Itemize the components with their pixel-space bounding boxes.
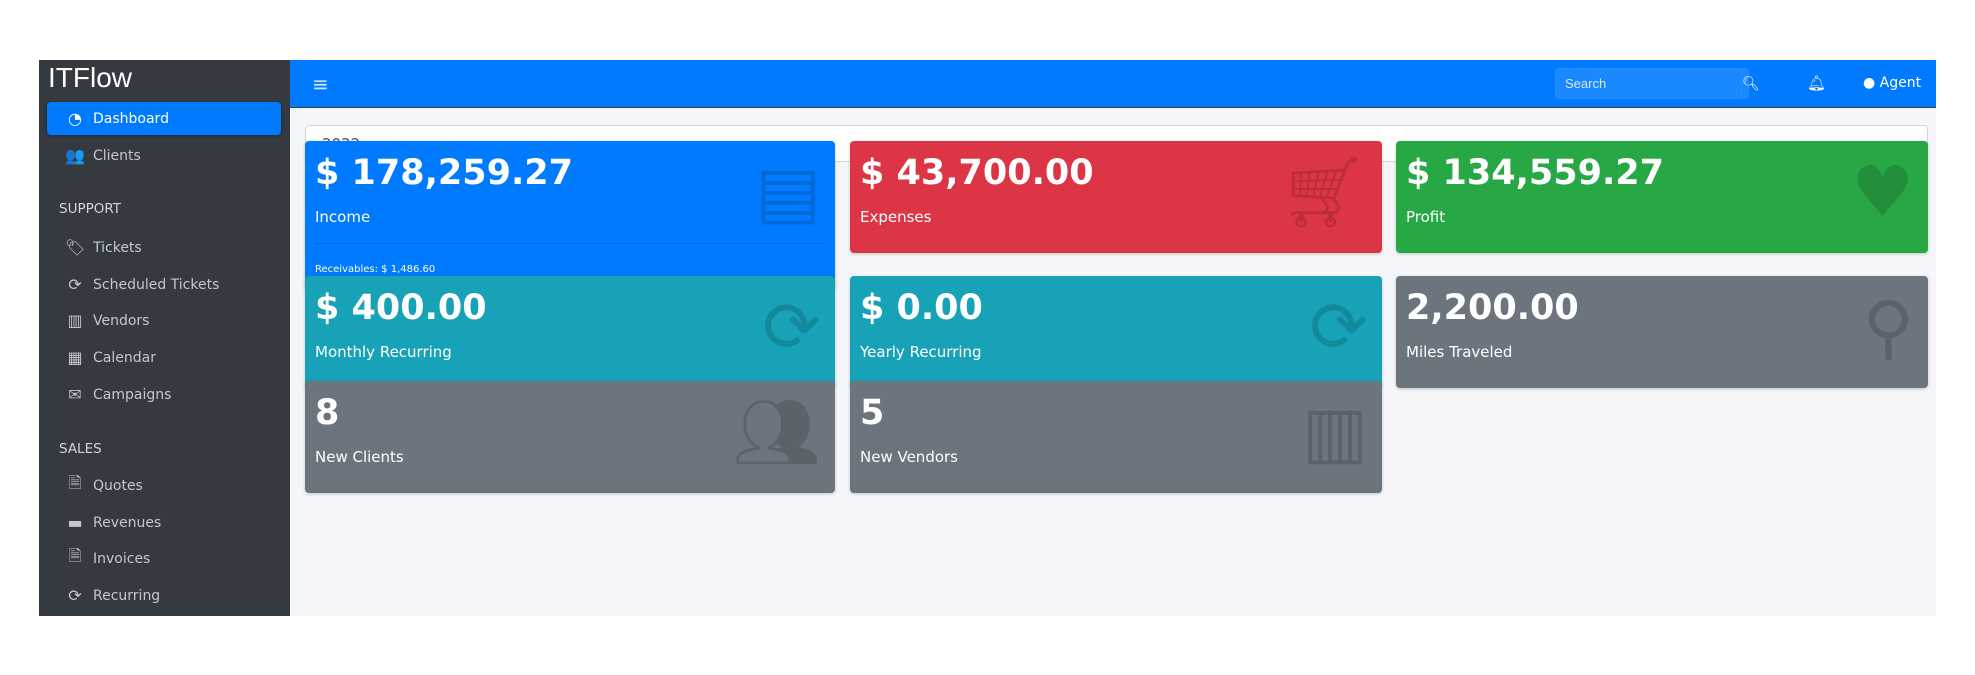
file-invoice-dollar-icon: 🗎 [68,546,82,565]
calendar-icon: ▦ [67,348,83,367]
stat-label: Monthly Recurring [315,343,452,361]
sidebar-item-label: Calendar [93,349,156,366]
stat-value: 5 [860,393,885,433]
sync-icon: ⟳ [1309,286,1368,368]
user-circle-icon: ● [1863,75,1876,91]
sync-icon: ⟳ [762,286,821,368]
credit-card-icon: ▬ [67,513,83,532]
stat-label: Yearly Recurring [860,343,982,361]
stat-card-yearly-recurring: $ 0.00 Yearly Recurring ⟳ [850,276,1382,388]
stat-value: $ 178,259.27 [315,153,573,193]
sync-icon: ⟳ [68,586,82,605]
menu-toggle-icon[interactable]: ≡ [312,72,329,96]
users-icon: 👥 [65,146,85,165]
receivables-text: Receivables: $ 1,486.60 [315,264,436,275]
stat-value: 8 [315,393,340,433]
sidebar-item-label: Clients [93,147,141,164]
nav-header-support: SUPPORT [59,201,122,217]
stat-card-miles-traveled: 2,200.00 Miles Traveled ⚲ [1396,276,1928,388]
sidebar-item-tickets[interactable]: 🏷 Tickets [47,231,281,264]
stat-label: New Vendors [860,448,958,466]
stat-card-profit: $ 134,559.27 Profit ♥ [1396,141,1928,253]
stat-card-new-vendors: 5 New Vendors ▥ [850,381,1382,493]
dashboard-icon: ◔ [68,109,82,128]
stat-label: Expenses [860,208,932,226]
bell-icon[interactable]: 🔔︎ [1807,74,1827,92]
stat-value: $ 0.00 [860,288,983,328]
building-icon: ▥ [67,311,83,330]
main-content: 2022⌄ $ 178,259.27 Income ▤Receivables: … [290,108,1936,616]
stat-card-expenses: $ 43,700.00 Expenses 🛒︎ [850,141,1382,253]
users-icon: 👥︎ [732,391,821,473]
stat-value: $ 43,700.00 [860,153,1094,193]
route-icon: ⚲ [1862,286,1914,368]
search-input[interactable] [1556,69,1741,98]
stat-card-new-clients: 8 New Clients 👥︎ [305,381,835,493]
heart-icon: ♥ [1851,151,1914,233]
stat-label: Income [315,208,371,226]
user-menu[interactable]: ● Agent [1863,75,1921,91]
search-icon: 🔍︎ [1742,75,1760,92]
divider [315,243,825,244]
sidebar-item-vendors[interactable]: ▥ Vendors [47,304,281,337]
user-name: Agent [1879,75,1922,91]
sidebar-item-scheduled-tickets[interactable]: ⟳ Scheduled Tickets [47,268,281,301]
stat-card-income: $ 178,259.27 Income ▤ Receivables: $ 1,48… [305,141,835,291]
sync-icon: ⟳ [68,275,82,294]
search-form: 🔍︎ [1555,68,1760,99]
sidebar-item-label: Invoices [93,550,151,567]
search-button[interactable]: 🔍︎ [1741,69,1760,98]
stat-label: New Clients [315,448,404,466]
file-icon: 🗎 [68,473,82,492]
sidebar: ITFlow ◔ Dashboard 👥 Clients SUPPORT 🏷 Tick… [39,60,290,616]
sidebar-item-clients[interactable]: 👥 Clients [47,139,281,172]
envelope-icon: ✉ [68,385,82,404]
stat-card-monthly-recurring: $ 400.00 Monthly Recurring ⟳ [305,276,835,388]
stat-label: Miles Traveled [1406,343,1513,361]
stat-label: Profit [1406,208,1446,226]
money-check-icon: ▤ [754,151,821,233]
sidebar-item-label: Tickets [93,239,142,256]
sidebar-item-label: Scheduled Tickets [93,276,220,293]
shopping-cart-icon: 🛒︎ [1279,151,1368,233]
sidebar-item-label: Campaigns [93,386,172,403]
sidebar-item-campaigns[interactable]: ✉ Campaigns [47,378,281,411]
sidebar-item-revenues[interactable]: ▬ Revenues [47,506,281,539]
tags-icon: 🏷 [64,238,86,257]
sidebar-item-label: Quotes [93,477,143,494]
top-navbar: ≡ 🔍︎ 🔔︎ ● Agent [290,60,1936,108]
sidebar-item-label: Dashboard [93,110,169,127]
stat-value: 2,200.00 [1406,288,1579,328]
stat-value: $ 134,559.27 [1406,153,1664,193]
sidebar-item-calendar[interactable]: ▦ Calendar [47,341,281,374]
building-icon: ▥ [1301,391,1368,473]
brand-logo[interactable]: ITFlow [48,62,132,93]
sidebar-item-label: Vendors [93,312,150,329]
sidebar-item-label: Revenues [93,514,162,531]
sidebar-item-quotes[interactable]: 🗎 Quotes [47,469,281,502]
stat-value: $ 400.00 [315,288,487,328]
nav-header-sales: SALES [59,441,102,457]
sidebar-item-invoices[interactable]: 🗎 Invoices [47,542,281,575]
sidebar-item-label: Recurring [93,587,161,604]
sidebar-item-dashboard[interactable]: ◔ Dashboard [47,102,281,135]
sidebar-item-recurring[interactable]: ⟳ Recurring [47,579,281,612]
